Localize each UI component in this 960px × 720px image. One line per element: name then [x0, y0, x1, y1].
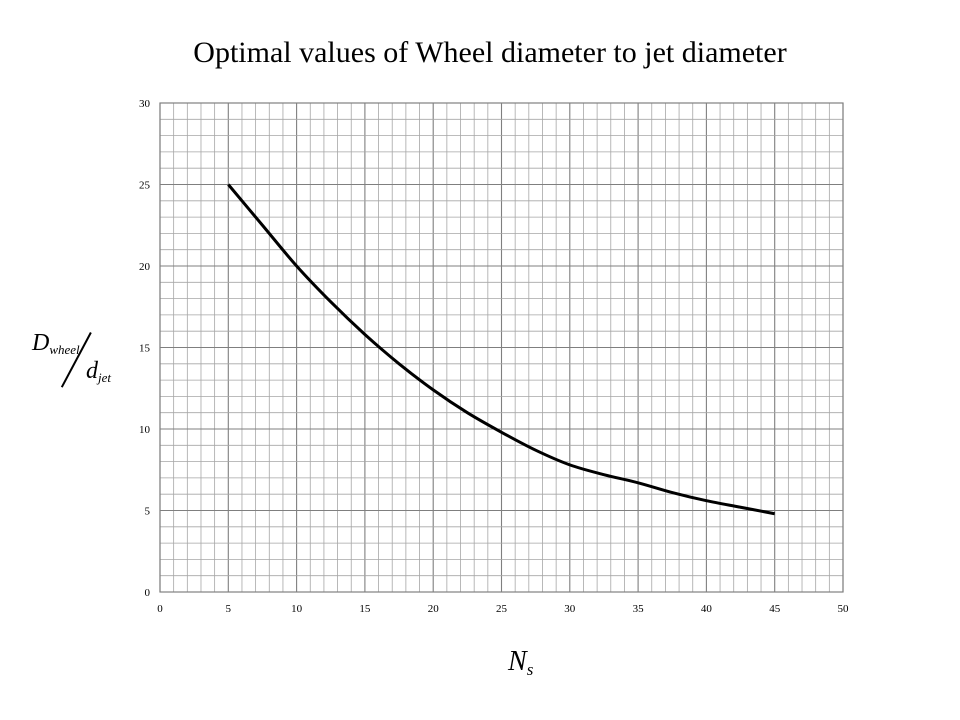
y-tick-label: 15: [139, 343, 151, 355]
y-axis-label-denominator: djet: [86, 358, 111, 385]
x-tick-label: 10: [291, 603, 303, 615]
chart-title: Optimal values of Wheel diameter to jet …: [193, 36, 787, 69]
x-tick-label: 20: [428, 603, 440, 615]
x-tick-label: 50: [838, 603, 850, 615]
y-axis-label-numerator: Dwheel: [32, 330, 80, 357]
x-tick-label: 30: [564, 603, 576, 615]
y-tick-label: 0: [145, 587, 151, 599]
y-tick-label: 25: [139, 180, 151, 192]
x-tick-label: 40: [701, 603, 713, 615]
tick-labels: 0 5 10 15 20 25 30 35 40 45 50 0 5 10 15 20 25 30: [139, 98, 849, 615]
y-tick-label: 5: [145, 506, 151, 518]
plot-frame: [159, 102, 844, 593]
x-tick-label: 15: [359, 603, 371, 615]
series-layer: [227, 183, 775, 516]
x-tick-label: 25: [496, 603, 508, 615]
series-line: [227, 183, 775, 516]
x-tick-label: 5: [226, 603, 232, 615]
y-tick-label: 30: [139, 98, 151, 110]
x-tick-label: 35: [633, 603, 645, 615]
y-tick-label: 10: [139, 424, 151, 436]
y-axis-label: Dwheel djet: [28, 330, 138, 400]
y-tick-label: 20: [139, 261, 151, 273]
x-tick-label: 0: [157, 603, 163, 615]
grid: [159, 102, 844, 593]
x-axis-label: Ns: [508, 646, 534, 679]
x-tick-label: 45: [769, 603, 781, 615]
